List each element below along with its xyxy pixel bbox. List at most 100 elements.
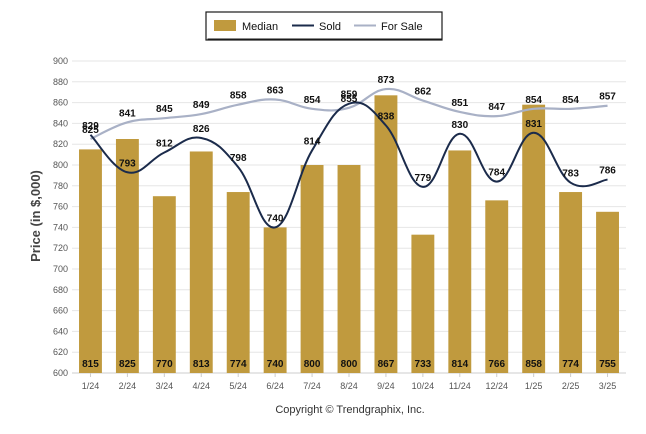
y-tick-label: 660 (53, 306, 68, 316)
x-tick-label: 3/25 (599, 381, 617, 391)
sold-point-label: 838 (378, 111, 395, 122)
bar (411, 234, 435, 373)
for-sale-point-label: 854 (525, 95, 542, 106)
x-tick-label: 6/24 (266, 381, 284, 391)
sold-point-label: 798 (230, 153, 247, 164)
x-tick-label: 2/24 (119, 381, 137, 391)
y-tick-label: 800 (53, 160, 68, 170)
y-tick-label: 880 (53, 77, 68, 87)
bar (115, 139, 139, 373)
legend: Median Sold For Sale (205, 11, 443, 41)
bar-value-label: 858 (525, 359, 542, 370)
for-sale-point-label: 854 (304, 95, 321, 106)
x-tick-label: 1/24 (82, 381, 100, 391)
legend-shadow (207, 38, 443, 41)
for-sale-point-label: 849 (193, 100, 210, 111)
x-axis-ticks: 1/24 2/24 3/24 4/24 5/24 6/24 7/24 8/24 9/24 10/2… (82, 373, 617, 391)
x-tick-label: 3/24 (156, 381, 174, 391)
sold-point-label: 859 (341, 90, 358, 101)
sold-point-label: 829 (82, 121, 99, 132)
for-sale-point-label: 845 (156, 104, 173, 115)
sold-point-label: 793 (119, 158, 136, 169)
bar-value-label: 774 (230, 359, 247, 370)
y-tick-label: 720 (53, 243, 68, 253)
bar-value-label: 740 (267, 359, 284, 370)
bar-value-label: 755 (599, 359, 616, 370)
for-sale-point-label: 858 (230, 91, 247, 102)
bar (448, 150, 472, 373)
y-axis-ticks: 600 620 640 660 680 700 720 740 760 780 800 820 840 8… (53, 56, 68, 378)
bar-value-label: 733 (415, 359, 432, 370)
x-tick-label: 1/25 (525, 381, 543, 391)
y-tick-label: 640 (53, 326, 68, 336)
y-axis-title: Price (in $,000) (28, 170, 43, 262)
bar-value-label: 766 (488, 359, 505, 370)
bar (226, 192, 250, 373)
sold-point-label: 783 (562, 169, 579, 180)
y-tick-label: 700 (53, 264, 68, 274)
bar (152, 196, 176, 373)
legend-items: Median Sold For Sale (214, 20, 423, 33)
y-tick-label: 860 (53, 98, 68, 108)
legend-label-sold: Sold (319, 21, 341, 33)
y-tick-label: 600 (53, 368, 68, 378)
bar (559, 192, 583, 373)
y-tick-label: 900 (53, 56, 68, 66)
for-sale-point-label: 863 (267, 85, 284, 96)
bar (189, 151, 213, 373)
y-tick-label: 740 (53, 222, 68, 232)
for-sale-point-label: 825 (82, 125, 99, 136)
y-tick-label: 840 (53, 118, 68, 128)
legend-label-median: Median (242, 21, 278, 33)
y-tick-label: 680 (53, 285, 68, 295)
bar-value-label: 814 (451, 359, 468, 370)
x-tick-label: 4/24 (193, 381, 211, 391)
y-tick-label: 780 (53, 181, 68, 191)
bars (79, 95, 619, 374)
sold-point-label: 830 (451, 120, 468, 131)
bar-value-label: 800 (304, 359, 321, 370)
data-labels: 815 825 770 813 774 740 800 800 867 733 814 766 858 7… (82, 75, 616, 370)
bar-value-label: 770 (156, 359, 173, 370)
bar-value-label: 813 (193, 359, 210, 370)
x-tick-label: 10/24 (412, 381, 435, 391)
y-tick-label: 620 (53, 347, 68, 357)
bar (522, 104, 546, 374)
sold-point-label: 779 (415, 173, 432, 184)
x-tick-label: 2/25 (562, 381, 580, 391)
bar (300, 165, 324, 373)
sold-point-label: 831 (525, 119, 542, 130)
bar-value-label: 800 (341, 359, 358, 370)
sold-point-label: 740 (267, 213, 284, 224)
bar-value-label: 825 (119, 359, 136, 370)
bar (79, 149, 102, 373)
sold-point-label: 812 (156, 139, 173, 150)
for-sale-point-label: 862 (415, 87, 432, 98)
for-sale-point-label: 873 (378, 75, 395, 86)
copyright-footer: Copyright © Trendgraphix, Inc. (275, 404, 424, 416)
bar (596, 211, 619, 373)
for-sale-point-label: 847 (488, 102, 505, 113)
bar (485, 200, 509, 373)
bar (263, 227, 287, 373)
sold-point-label: 826 (193, 124, 210, 135)
x-tick-label: 5/24 (229, 381, 247, 391)
for-sale-point-label: 857 (599, 92, 616, 103)
legend-box (205, 11, 443, 41)
for-sale-point-label: 854 (562, 95, 579, 106)
sold-point-label: 784 (488, 168, 505, 179)
legend-label-for-sale: For Sale (381, 21, 423, 33)
bar-value-label: 867 (378, 359, 395, 370)
y-tick-label: 760 (53, 202, 68, 212)
bar (374, 95, 398, 373)
bar-value-label: 774 (562, 359, 579, 370)
sold-point-label: 786 (599, 166, 616, 177)
sold-line (89, 101, 608, 229)
for-sale-point-label: 841 (119, 108, 136, 119)
x-tick-label: 7/24 (303, 381, 321, 391)
sold-point-label: 814 (304, 136, 321, 147)
for-sale-line (90, 87, 608, 141)
for-sale-point-label: 855 (341, 94, 358, 105)
x-tick-label: 8/24 (340, 381, 358, 391)
